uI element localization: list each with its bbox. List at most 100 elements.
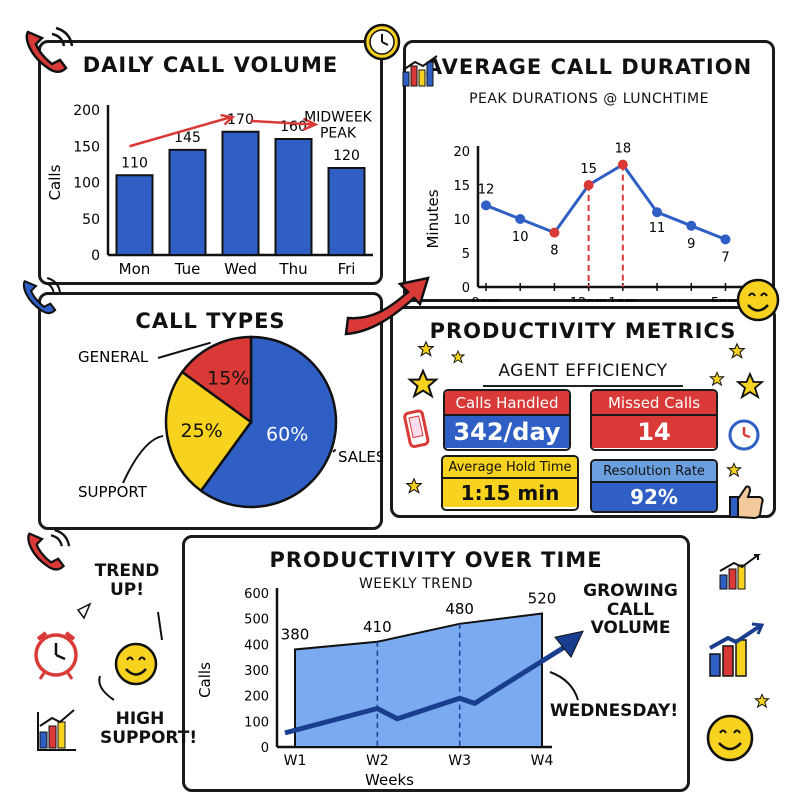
hold-time-card: Average Hold Time 1:15 min <box>441 455 579 511</box>
data-label: 380 <box>281 625 310 643</box>
slice-percent-label: 15% <box>207 367 249 389</box>
slice-category-label: SUPPORT <box>78 483 148 501</box>
data-label: 110 <box>121 155 148 171</box>
x-tick-label: 1pm <box>608 296 637 302</box>
trend-arrowhead <box>302 117 319 131</box>
slice-category-label: GENERAL <box>78 348 149 366</box>
area-chart: 0 100 200 300 400 500 600 Calls 380 W1 410 W2 480 W3 5… <box>196 587 584 789</box>
weekly-trend-subtitle: WEEKLY TREND <box>358 576 474 592</box>
y-tick-label: 200 <box>73 103 100 119</box>
average-call-duration-subtitle: PEAK DURATIONS @ LUNCHTIME <box>469 91 709 107</box>
slice-category-label: SALES <box>338 448 383 466</box>
call-types-panel: CALL TYPES 60% 25% 15% SALES SUPPORT GENERAL <box>38 292 383 530</box>
average-call-duration-title: AVERAGE CALL DURATION <box>425 55 753 79</box>
agent-efficiency-subtitle: AGENT EFFICIENCY <box>498 361 668 381</box>
trend-up-note: TREND UP! <box>94 561 160 600</box>
subtitle-underline <box>483 385 683 387</box>
data-point <box>481 200 491 211</box>
y-tick-label: 100 <box>244 715 269 730</box>
bar <box>221 130 260 256</box>
resolution-rate-label: Resolution Rate <box>592 461 716 481</box>
high-support-note: HIGH SUPPORT! <box>100 709 198 748</box>
data-label: 410 <box>363 618 392 636</box>
daily-call-volume-title: DAILY CALL VOLUME <box>82 53 339 77</box>
y-tick-label: 100 <box>73 176 100 192</box>
y-tick-label: 50 <box>82 212 100 228</box>
bar <box>115 174 154 256</box>
slice-percent-label: 60% <box>266 424 308 446</box>
y-tick-label: 15 <box>453 179 470 194</box>
x-tick-label: W1 <box>284 753 307 769</box>
data-label: 11 <box>649 221 666 236</box>
y-tick-label: 200 <box>244 690 269 705</box>
duration-line <box>485 162 727 241</box>
trend-arrow <box>250 119 314 126</box>
leader-line <box>122 434 164 484</box>
productivity-metrics-panel: PRODUCTIVITY METRICS AGENT EFFICIENCY Ca… <box>390 306 776 518</box>
data-label: 15 <box>580 162 597 177</box>
data-label: 520 <box>528 590 557 608</box>
daily-call-volume-panel: DAILY CALL VOLUME 0 50 100 150 200 Calls 110 Mo… <box>38 40 383 285</box>
growing-call-volume-note: GROWING CALL VOLUME <box>583 581 678 639</box>
growth-chart-icon <box>37 709 76 751</box>
x-tick-label: W3 <box>448 753 471 769</box>
data-point <box>720 234 731 245</box>
data-point <box>515 214 526 224</box>
slice-percent-label: 25% <box>180 420 222 442</box>
data-label: 145 <box>174 130 201 146</box>
y-tick-label: 0 <box>261 741 269 756</box>
data-point <box>652 207 663 218</box>
x-tick-label: Tue <box>174 260 201 278</box>
data-label: 160 <box>280 119 307 135</box>
x-tick-label: 5pm <box>711 296 740 302</box>
y-tick-label: 600 <box>244 587 269 602</box>
pie-slice <box>164 370 253 493</box>
bar <box>168 148 207 256</box>
area-fill <box>294 612 543 748</box>
data-label: 8 <box>550 244 558 259</box>
productivity-over-time-panel: PRODUCTIVITY OVER TIME WEEKLY TREND 0 100… <box>182 535 690 792</box>
bar <box>327 167 366 256</box>
hold-time-label: Average Hold Time <box>443 457 577 477</box>
pie-chart: 60% 25% 15% SALES SUPPORT GENERAL <box>78 335 383 509</box>
data-label: 18 <box>615 142 632 157</box>
x-tick-label: W4 <box>531 753 554 769</box>
pie-slice <box>180 335 253 425</box>
x-tick-label: W2 <box>366 753 389 769</box>
trend-arrow <box>284 637 579 736</box>
y-tick-label: 0 <box>91 248 100 264</box>
y-tick-label: 500 <box>244 613 269 628</box>
data-label: 7 <box>721 250 729 265</box>
y-tick-label: 400 <box>244 638 269 653</box>
x-axis-label: Weeks <box>365 771 414 789</box>
data-point <box>549 227 560 238</box>
bar-chart: 0 50 100 150 200 Calls 110 Mon 145 Tue 170 Wed 160 Th… <box>46 103 373 278</box>
calls-handled-label: Calls Handled <box>445 391 569 414</box>
smiley-icon <box>706 714 754 762</box>
average-call-duration-panel: AVERAGE CALL DURATION PEAK DURATIONS @ L… <box>403 40 775 302</box>
x-tick-label: Fri <box>338 260 356 278</box>
data-label: 10 <box>512 230 529 245</box>
y-tick-label: 20 <box>453 145 470 160</box>
x-tick-label: Thu <box>278 260 307 278</box>
data-label: 120 <box>333 148 360 164</box>
missed-calls-value: 14 <box>592 414 716 448</box>
x-tick-label: 9am <box>472 296 501 302</box>
trend-arrowhead <box>220 113 236 126</box>
productivity-metrics-title: PRODUCTIVITY METRICS <box>429 319 737 343</box>
pointer-arrow <box>98 675 115 701</box>
y-axis-label: Calls <box>196 662 214 698</box>
data-label: 480 <box>445 600 474 618</box>
x-tick-label: Wed <box>224 260 257 278</box>
x-tick-label: 12pm <box>570 296 607 302</box>
y-tick-label: 5 <box>462 247 470 262</box>
pointer-arrow <box>76 602 92 620</box>
y-tick-label: 300 <box>244 664 269 679</box>
leader-line <box>332 448 337 453</box>
calls-handled-card: Calls Handled 342/day <box>443 389 571 451</box>
growth-chart-icon <box>709 622 765 677</box>
alarm-clock-icon <box>34 631 78 680</box>
x-tick-label: Mon <box>119 260 151 278</box>
y-tick-label: 10 <box>453 213 470 228</box>
missed-calls-label: Missed Calls <box>592 391 716 414</box>
